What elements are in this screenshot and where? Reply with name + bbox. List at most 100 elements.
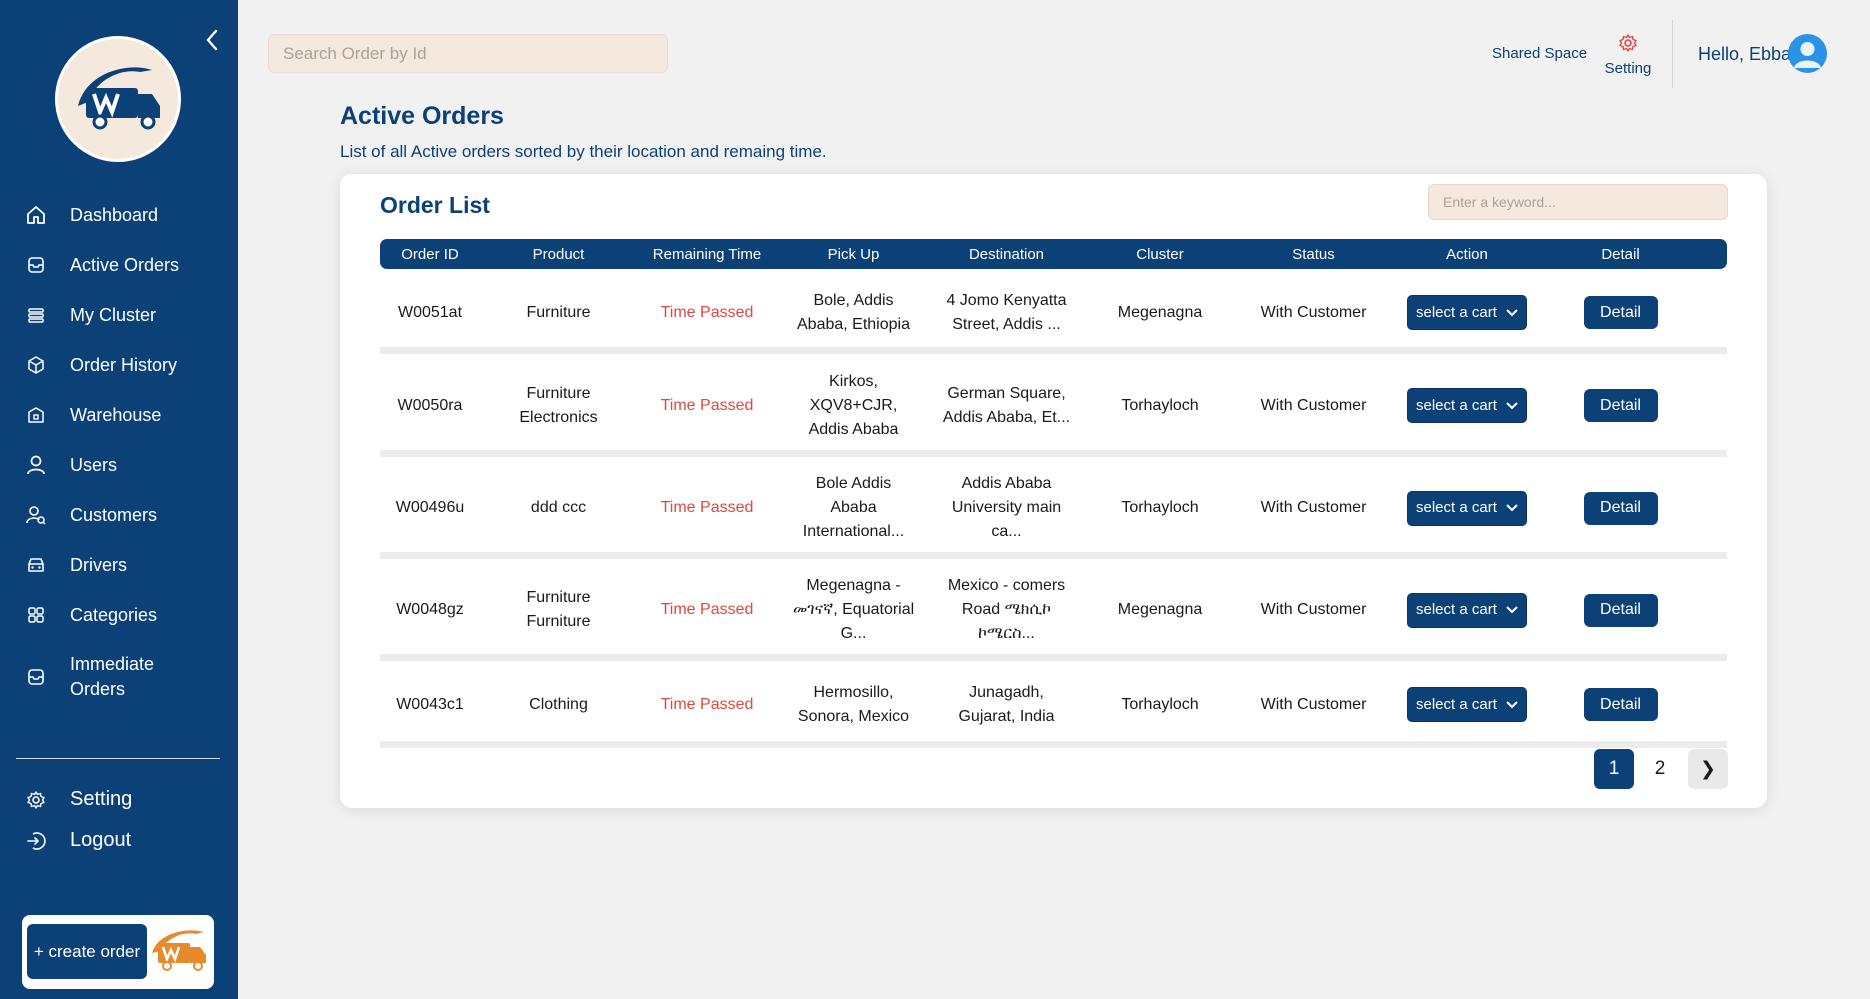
sidebar-item-label: Drivers [70, 554, 127, 575]
remaining-time-cell: Time Passed [660, 601, 754, 618]
detail-cell: Detail [1544, 278, 1697, 347]
pagination-page-1[interactable]: 1 [1594, 749, 1634, 789]
sidebar-item-label: Logout [70, 829, 132, 851]
destination-cell: Addis Ababa University main ca... [951, 475, 1062, 540]
status-cell: With Customer [1260, 601, 1367, 618]
table-row: W0050ra Furniture Electronics Time Passe… [380, 361, 1727, 457]
sidebar-item-dashboard[interactable]: Dashboard [0, 190, 238, 240]
chevron-left-icon [206, 29, 218, 51]
detail-button[interactable]: Detail [1583, 688, 1658, 721]
action-cell: select a cart [1390, 361, 1544, 450]
logo [55, 36, 181, 162]
chevron-down-icon [1506, 308, 1518, 316]
sidebar-item-label: Customers [70, 504, 158, 525]
column-header-cluster: Cluster [1136, 245, 1184, 263]
detail-cell: Detail [1544, 566, 1697, 654]
select-cart-dropdown[interactable]: select a cart [1407, 490, 1527, 526]
pickup-cell: Kirkos, XQV8+CJR, Addis Ababa [808, 372, 899, 438]
column-header-status: Status [1292, 245, 1335, 263]
sidebar-item-warehouse[interactable]: Warehouse [0, 390, 238, 440]
sidebar-item-customers[interactable]: Customers [0, 490, 238, 540]
sidebar-item-categories[interactable]: Categories [0, 590, 238, 640]
remaining-time-cell: Time Passed [660, 499, 754, 516]
create-order-button[interactable]: + create order [27, 924, 147, 979]
destination-cell: 4 Jomo Kenyatta Street, Addis ... [946, 291, 1067, 333]
sidebar-item-logout[interactable]: Logout [0, 820, 238, 861]
sidebar-item-label: Order History [70, 354, 178, 375]
pagination-next-button[interactable]: ❯ [1688, 749, 1728, 789]
detail-cell: Detail [1544, 361, 1697, 450]
detail-button[interactable]: Detail [1583, 389, 1658, 422]
package-icon [24, 353, 48, 377]
header-setting-button[interactable]: Setting [1600, 33, 1656, 77]
delivery-truck-logo-icon [78, 67, 160, 130]
sidebar-bottom-nav: Setting Logout [0, 779, 238, 861]
collapse-sidebar-button[interactable] [200, 26, 224, 54]
pickup-cell: Bole, Addis Ababa, Ethiopia [797, 291, 910, 333]
order-id-cell: W0048gz [396, 601, 464, 618]
remaining-time-cell: Time Passed [660, 695, 754, 713]
sidebar-item-label: Immediate Orders [70, 654, 155, 699]
cluster-cell: Megenagna [1117, 601, 1203, 618]
table-header: Order ID Product Remaining Time Pick Up … [380, 239, 1727, 269]
user-icon [24, 453, 48, 477]
sidebar-item-active-orders[interactable]: Active Orders [0, 240, 238, 290]
cluster-cell: Torhayloch [1121, 695, 1199, 713]
select-cart-dropdown[interactable]: select a cart [1407, 295, 1527, 330]
column-header-pick-up: Pick Up [827, 245, 880, 263]
box-icon [24, 253, 48, 277]
table-row: W0043c1 Clothing Time Passed Hermosillo,… [380, 668, 1727, 748]
sidebar: Dashboard Active Orders My Cluster Order… [0, 0, 238, 999]
user-avatar-icon [1794, 42, 1821, 68]
sidebar-item-immediate-orders[interactable]: Immediate Orders [0, 640, 238, 714]
car-icon [24, 553, 48, 577]
box-icon [24, 665, 48, 689]
table-row: W00496u ddd ccc Time Passed Bole Addis A… [380, 464, 1727, 559]
detail-button[interactable]: Detail [1583, 296, 1658, 329]
column-header-destination: Destination [968, 245, 1045, 263]
user-greeting: Hello, Ebba [1698, 44, 1792, 64]
pickup-cell: Hermosillo, Sonora, Mexico [797, 683, 910, 725]
gear-icon [24, 788, 48, 812]
order-id-cell: W0050ra [397, 396, 463, 414]
shared-space-link[interactable]: Shared Space [1492, 45, 1588, 62]
remaining-time-cell: Time Passed [660, 303, 754, 321]
cluster-cell: Megenagna [1117, 303, 1203, 321]
sidebar-item-my-cluster[interactable]: My Cluster [0, 290, 238, 340]
destination-cell: German Square, Addis Ababa, Et... [942, 384, 1071, 426]
pickup-cell: Bole Addis Ababa International... [802, 475, 905, 540]
detail-button[interactable]: Detail [1583, 491, 1658, 525]
product-cell: Furniture Electronics [519, 384, 598, 426]
sidebar-item-drivers[interactable]: Drivers [0, 540, 238, 590]
search-order-input[interactable] [268, 34, 668, 73]
sidebar-item-users[interactable]: Users [0, 440, 238, 490]
sidebar-item-setting[interactable]: Setting [0, 779, 238, 820]
avatar[interactable] [1788, 34, 1827, 73]
chevron-down-icon [1506, 700, 1518, 708]
status-cell: With Customer [1260, 499, 1367, 516]
order-id-cell: W0043c1 [396, 695, 464, 713]
destination-cell: Mexico - comers Road ሜክሲኮ ኮሜርስ... [947, 577, 1066, 642]
keyword-search-input[interactable] [1428, 184, 1728, 220]
product-cell: Clothing [529, 695, 588, 713]
select-cart-dropdown[interactable]: select a cart [1407, 687, 1527, 722]
select-cart-label: select a cart [1416, 601, 1497, 618]
column-header-action: Action [1446, 245, 1488, 263]
header-setting-label: Setting [1604, 60, 1652, 77]
order-list-title: Order List [380, 192, 490, 218]
chevron-down-icon [1506, 401, 1518, 409]
list-icon [24, 303, 48, 327]
sidebar-item-order-history[interactable]: Order History [0, 340, 238, 390]
pagination-page-2[interactable]: 2 [1654, 758, 1666, 779]
customers-icon [24, 503, 48, 527]
select-cart-label: select a cart [1416, 695, 1497, 713]
detail-button[interactable]: Detail [1583, 593, 1658, 627]
detail-cell: Detail [1544, 668, 1697, 741]
select-cart-dropdown[interactable]: select a cart [1407, 592, 1527, 628]
status-cell: With Customer [1260, 303, 1367, 321]
cluster-cell: Torhayloch [1121, 396, 1199, 414]
table-row: W0048gz Furniture Furniture Time Passed … [380, 566, 1727, 661]
status-cell: With Customer [1260, 396, 1367, 414]
sidebar-item-label: Users [70, 454, 118, 475]
select-cart-dropdown[interactable]: select a cart [1407, 388, 1527, 423]
